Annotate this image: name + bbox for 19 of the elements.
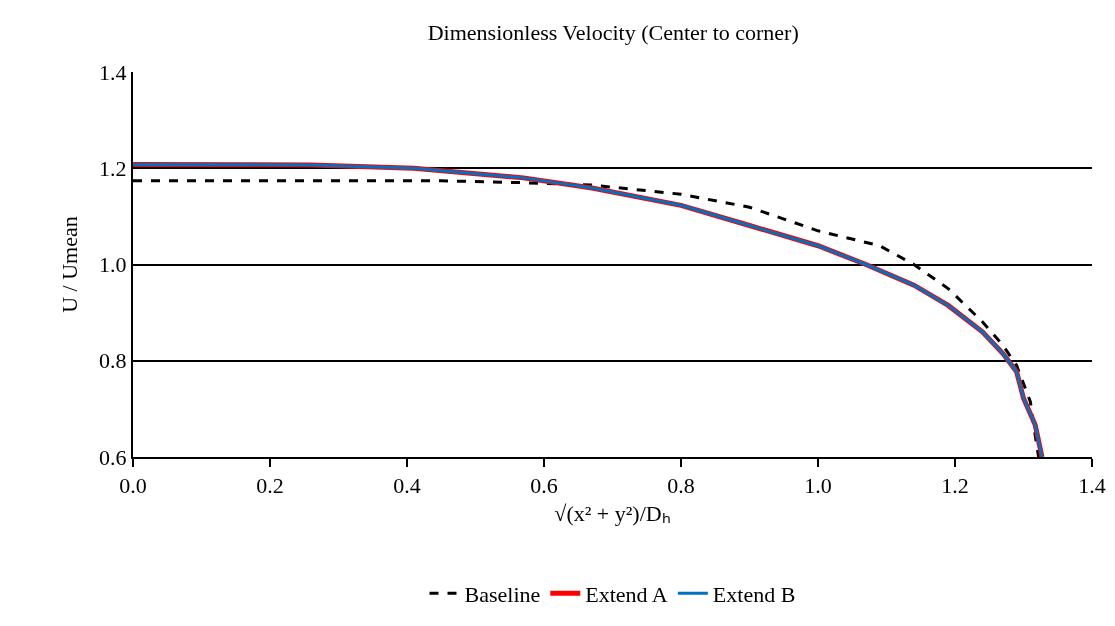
- x-tick-label: 0.8: [667, 473, 695, 499]
- x-axis-title: √(x² + y²)/Dₕ: [554, 500, 671, 526]
- y-tick-label: 0.6: [99, 444, 127, 470]
- chart-title: Dimensionless Velocity (Center to corner): [427, 20, 799, 46]
- y-tick-label: 1.4: [99, 59, 127, 85]
- legend-label: Extend A: [585, 581, 668, 607]
- x-tick-label: 0.6: [530, 473, 558, 499]
- x-tick-label: 0.4: [393, 473, 421, 499]
- y-axis-title: U / Umean: [57, 216, 83, 313]
- legend-label: Baseline: [464, 581, 541, 607]
- x-tick-label: 1.4: [1078, 473, 1106, 499]
- x-tick-label: 0.2: [256, 473, 284, 499]
- y-tick-label: 1.0: [99, 252, 127, 278]
- x-tick-label: 1.0: [804, 473, 832, 499]
- y-tick-label: 1.2: [99, 155, 127, 181]
- x-tick-label: 0.0: [119, 473, 147, 499]
- y-tick-label: 0.8: [99, 348, 127, 374]
- legend-label: Extend B: [712, 581, 796, 607]
- x-tick-label: 1.2: [941, 473, 969, 499]
